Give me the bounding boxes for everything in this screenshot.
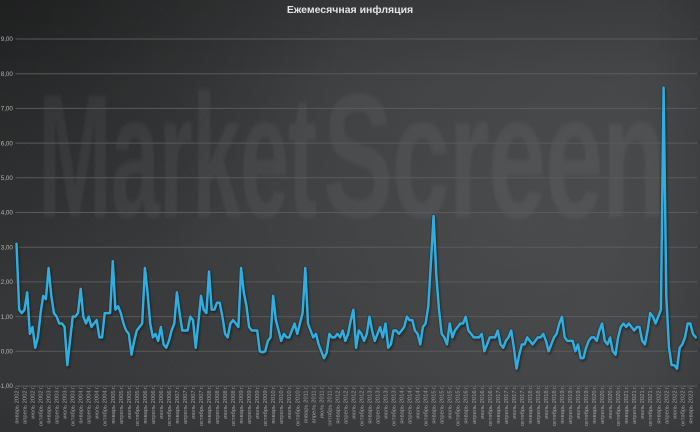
svg-text:4,00: 4,00 (1, 210, 14, 217)
svg-text:октябрь 2015 г.: октябрь 2015 г. (456, 385, 462, 426)
svg-text:июль 2017 г.: июль 2017 г. (512, 385, 518, 418)
svg-text:июль 2013 г.: июль 2013 г. (384, 385, 390, 418)
svg-text:январь 2009 г.: январь 2009 г. (239, 385, 245, 423)
svg-text:октябрь 2011 г.: октябрь 2011 г. (327, 385, 333, 425)
svg-text:январь 2018 г.: январь 2018 г. (528, 385, 534, 423)
svg-text:апрель 2012 г.: апрель 2012 г. (343, 385, 349, 424)
svg-text:январь 2015 г.: январь 2015 г. (432, 385, 438, 423)
svg-text:июль 2006 г.: июль 2006 г. (159, 385, 165, 418)
svg-text:апрель 2013 г.: апрель 2013 г. (376, 385, 382, 424)
svg-text:июль 2019 г.: июль 2019 г. (576, 385, 582, 418)
svg-text:январь 2005 г.: январь 2005 г. (111, 385, 117, 423)
svg-text:январь 2021 г.: январь 2021 г. (624, 385, 630, 423)
svg-text:октябрь 2010 г.: октябрь 2010 г. (295, 385, 301, 426)
svg-text:январь 2012 г.: январь 2012 г. (335, 385, 341, 423)
svg-text:июль 2009 г.: июль 2009 г. (255, 385, 261, 418)
svg-text:июль 2022 г.: июль 2022 г. (672, 385, 678, 418)
svg-text:апрель 2003 г.: апрель 2003 г. (55, 385, 61, 424)
svg-text:0,00: 0,00 (1, 349, 14, 356)
svg-text:апрель 2009 г.: апрель 2009 г. (247, 385, 253, 424)
svg-text:апрель 2016 г.: апрель 2016 г. (472, 385, 478, 424)
svg-text:2,00: 2,00 (1, 279, 14, 286)
svg-text:апрель 2010 г.: апрель 2010 г. (279, 385, 285, 424)
svg-text:октябрь 2021 г.: октябрь 2021 г. (648, 385, 654, 426)
svg-text:июль 2008 г.: июль 2008 г. (223, 385, 229, 418)
svg-text:октябрь 2020 г.: октябрь 2020 г. (616, 385, 622, 426)
svg-text:октябрь 2012 г.: октябрь 2012 г. (359, 385, 365, 426)
svg-text:октябрь 2005 г.: октябрь 2005 г. (135, 385, 141, 426)
svg-text:октябрь 2009 г.: октябрь 2009 г. (263, 385, 269, 426)
svg-text:июль 2004 г.: июль 2004 г. (95, 385, 101, 418)
svg-text:январь 2016 г.: январь 2016 г. (464, 385, 470, 423)
svg-text:июль 2003 г.: июль 2003 г. (63, 385, 69, 418)
svg-text:июль 2021 г.: июль 2021 г. (640, 385, 646, 418)
svg-text:апрель 2007 г.: апрель 2007 г. (183, 385, 189, 424)
svg-text:апрель 2005 г.: апрель 2005 г. (119, 385, 125, 424)
svg-text:январь 2011 г.: январь 2011 г. (303, 385, 309, 423)
svg-text:апрель 2006 г.: апрель 2006 г. (151, 385, 157, 424)
svg-text:январь 2008 г.: январь 2008 г. (207, 385, 213, 423)
svg-text:июль 2010 г.: июль 2010 г. (287, 385, 293, 418)
svg-text:октябрь 2014 г.: октябрь 2014 г. (424, 385, 430, 426)
svg-text:июль 2007 г.: июль 2007 г. (191, 385, 197, 418)
svg-text:июль 2018 г.: июль 2018 г. (544, 385, 550, 418)
svg-text:январь 2017 г.: январь 2017 г. (496, 385, 502, 423)
svg-text:6,00: 6,00 (1, 140, 14, 147)
svg-text:апрель 2015 г.: апрель 2015 г. (440, 385, 446, 424)
svg-text:апрель 2004 г.: апрель 2004 г. (87, 385, 93, 424)
svg-text:октябрь 2008 г.: октябрь 2008 г. (231, 385, 237, 426)
svg-text:5,00: 5,00 (1, 175, 14, 182)
svg-text:январь 2022 г.: январь 2022 г. (656, 385, 662, 423)
svg-text:октябрь 2004 г.: октябрь 2004 г. (103, 385, 109, 426)
svg-text:июль 2002 г.: июль 2002 г. (31, 385, 37, 418)
svg-text:апрель 2018 г.: апрель 2018 г. (536, 385, 542, 424)
svg-text:январь 2003 г.: январь 2003 г. (47, 385, 53, 423)
svg-text:октябрь 2006 г.: октябрь 2006 г. (167, 385, 173, 426)
svg-text:апрель 2011 г.: апрель 2011 г. (311, 385, 317, 423)
svg-text:июль 2011 г.: июль 2011 г. (319, 385, 325, 418)
svg-text:7,00: 7,00 (1, 106, 14, 113)
svg-text:июль 2012 г.: июль 2012 г. (351, 385, 357, 418)
svg-text:октябрь 2018 г.: октябрь 2018 г. (552, 385, 558, 426)
svg-text:июль 2014 г.: июль 2014 г. (416, 385, 422, 418)
svg-text:январь 2014 г.: январь 2014 г. (400, 385, 406, 423)
svg-text:январь 2002 г.: январь 2002 г. (15, 385, 21, 423)
svg-text:июль 2020 г.: июль 2020 г. (608, 385, 614, 418)
svg-text:октябрь 2022 г.: октябрь 2022 г. (680, 385, 686, 426)
svg-text:апрель 2002 г.: апрель 2002 г. (23, 385, 29, 424)
svg-text:январь 2006 г.: январь 2006 г. (143, 385, 149, 423)
svg-text:апрель 2017 г.: апрель 2017 г. (504, 385, 510, 424)
svg-text:-1,00: -1,00 (0, 383, 13, 390)
svg-text:июль 2016 г.: июль 2016 г. (480, 385, 486, 418)
svg-text:апрель 2008 г.: апрель 2008 г. (215, 385, 221, 424)
svg-text:октябрь 2003 г.: октябрь 2003 г. (71, 385, 77, 426)
svg-text:октябрь 2016 г.: октябрь 2016 г. (488, 385, 494, 426)
svg-text:январь 2019 г.: январь 2019 г. (560, 385, 566, 423)
svg-text:1,00: 1,00 (1, 314, 14, 321)
svg-text:апрель 2021 г.: апрель 2021 г. (632, 385, 638, 424)
svg-text:январь 2023 г.: январь 2023 г. (688, 385, 694, 423)
svg-text:апрель 2022 г.: апрель 2022 г. (664, 385, 670, 424)
svg-text:октябрь 2013 г.: октябрь 2013 г. (392, 385, 398, 426)
svg-text:октябрь 2017 г.: октябрь 2017 г. (520, 385, 526, 426)
svg-text:январь 2007 г.: январь 2007 г. (175, 385, 181, 423)
svg-text:апрель 2020 г.: апрель 2020 г. (600, 385, 606, 424)
svg-text:январь 2013 г.: январь 2013 г. (368, 385, 374, 423)
svg-text:январь 2004 г.: январь 2004 г. (79, 385, 85, 423)
svg-text:8,00: 8,00 (1, 71, 14, 78)
svg-text:9,00: 9,00 (1, 36, 14, 43)
svg-text:октябрь 2007 г.: октябрь 2007 г. (199, 385, 205, 426)
svg-text:октябрь 2002 г.: октябрь 2002 г. (39, 385, 45, 426)
svg-text:октябрь 2019 г.: октябрь 2019 г. (584, 385, 590, 426)
svg-text:3,00: 3,00 (1, 244, 14, 251)
svg-text:июль 2005 г.: июль 2005 г. (127, 385, 133, 418)
svg-text:январь 2010 г.: январь 2010 г. (271, 385, 277, 423)
svg-text:январь 2020 г.: январь 2020 г. (592, 385, 598, 423)
svg-text:июль 2015 г.: июль 2015 г. (448, 385, 454, 418)
svg-text:апрель 2014 г.: апрель 2014 г. (408, 385, 414, 424)
svg-text:апрель 2019 г.: апрель 2019 г. (568, 385, 574, 424)
